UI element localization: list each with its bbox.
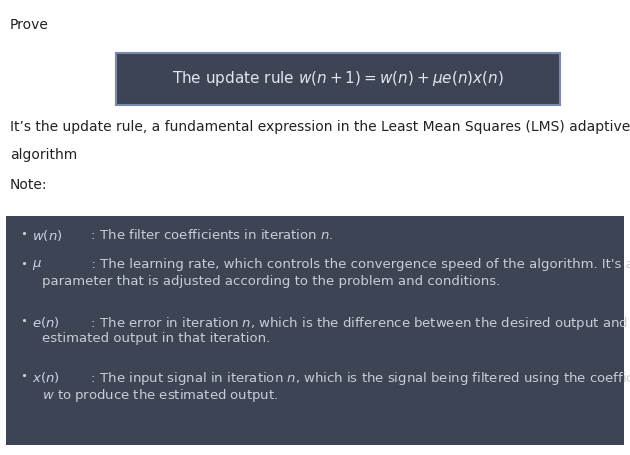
Text: $\bullet$: $\bullet$ — [20, 315, 27, 325]
Text: $\mathbf{\mathit{w}}$ to produce the estimated output.: $\mathbf{\mathit{w}}$ to produce the est… — [42, 387, 278, 404]
Text: $\bullet$: $\bullet$ — [20, 258, 27, 268]
Text: : The input signal in iteration $\mathit{n}$, which is the signal being filtered: : The input signal in iteration $\mathit… — [32, 370, 630, 387]
Text: estimated output in that iteration.: estimated output in that iteration. — [42, 332, 270, 345]
Text: The update rule $\mathbf{\mathit{w}}(n+1) = \mathbf{\mathit{w}}(n) + \mu e(n)x(n: The update rule $\mathbf{\mathit{w}}(n+1… — [172, 70, 504, 89]
Text: $\bullet$: $\bullet$ — [20, 228, 27, 238]
Text: Prove: Prove — [10, 18, 49, 32]
Text: : The learning rate, which controls the convergence speed of the algorithm. It's: : The learning rate, which controls the … — [32, 258, 630, 271]
Text: Note:: Note: — [10, 178, 47, 192]
Text: $\bullet$: $\bullet$ — [20, 370, 27, 380]
Text: $\mathbf{\mathit{x}}(n)$: $\mathbf{\mathit{x}}(n)$ — [32, 370, 60, 385]
Text: : The error in iteration $\mathit{n}$, which is the difference between the desir: : The error in iteration $\mathit{n}$, w… — [32, 315, 630, 332]
FancyBboxPatch shape — [6, 216, 624, 445]
Text: $e(n)$: $e(n)$ — [32, 315, 60, 330]
Text: : The filter coefficients in iteration $\mathit{n}$.: : The filter coefficients in iteration $… — [32, 228, 333, 242]
FancyBboxPatch shape — [116, 53, 560, 105]
Text: algorithm: algorithm — [10, 148, 77, 162]
Text: $\mu$: $\mu$ — [32, 258, 42, 272]
Text: It’s the update rule, a fundamental expression in the Least Mean Squares (LMS) a: It’s the update rule, a fundamental expr… — [10, 120, 630, 134]
Text: $\mathbf{\mathit{w}}(n)$: $\mathbf{\mathit{w}}(n)$ — [32, 228, 62, 243]
Text: parameter that is adjusted according to the problem and conditions.: parameter that is adjusted according to … — [42, 275, 500, 288]
